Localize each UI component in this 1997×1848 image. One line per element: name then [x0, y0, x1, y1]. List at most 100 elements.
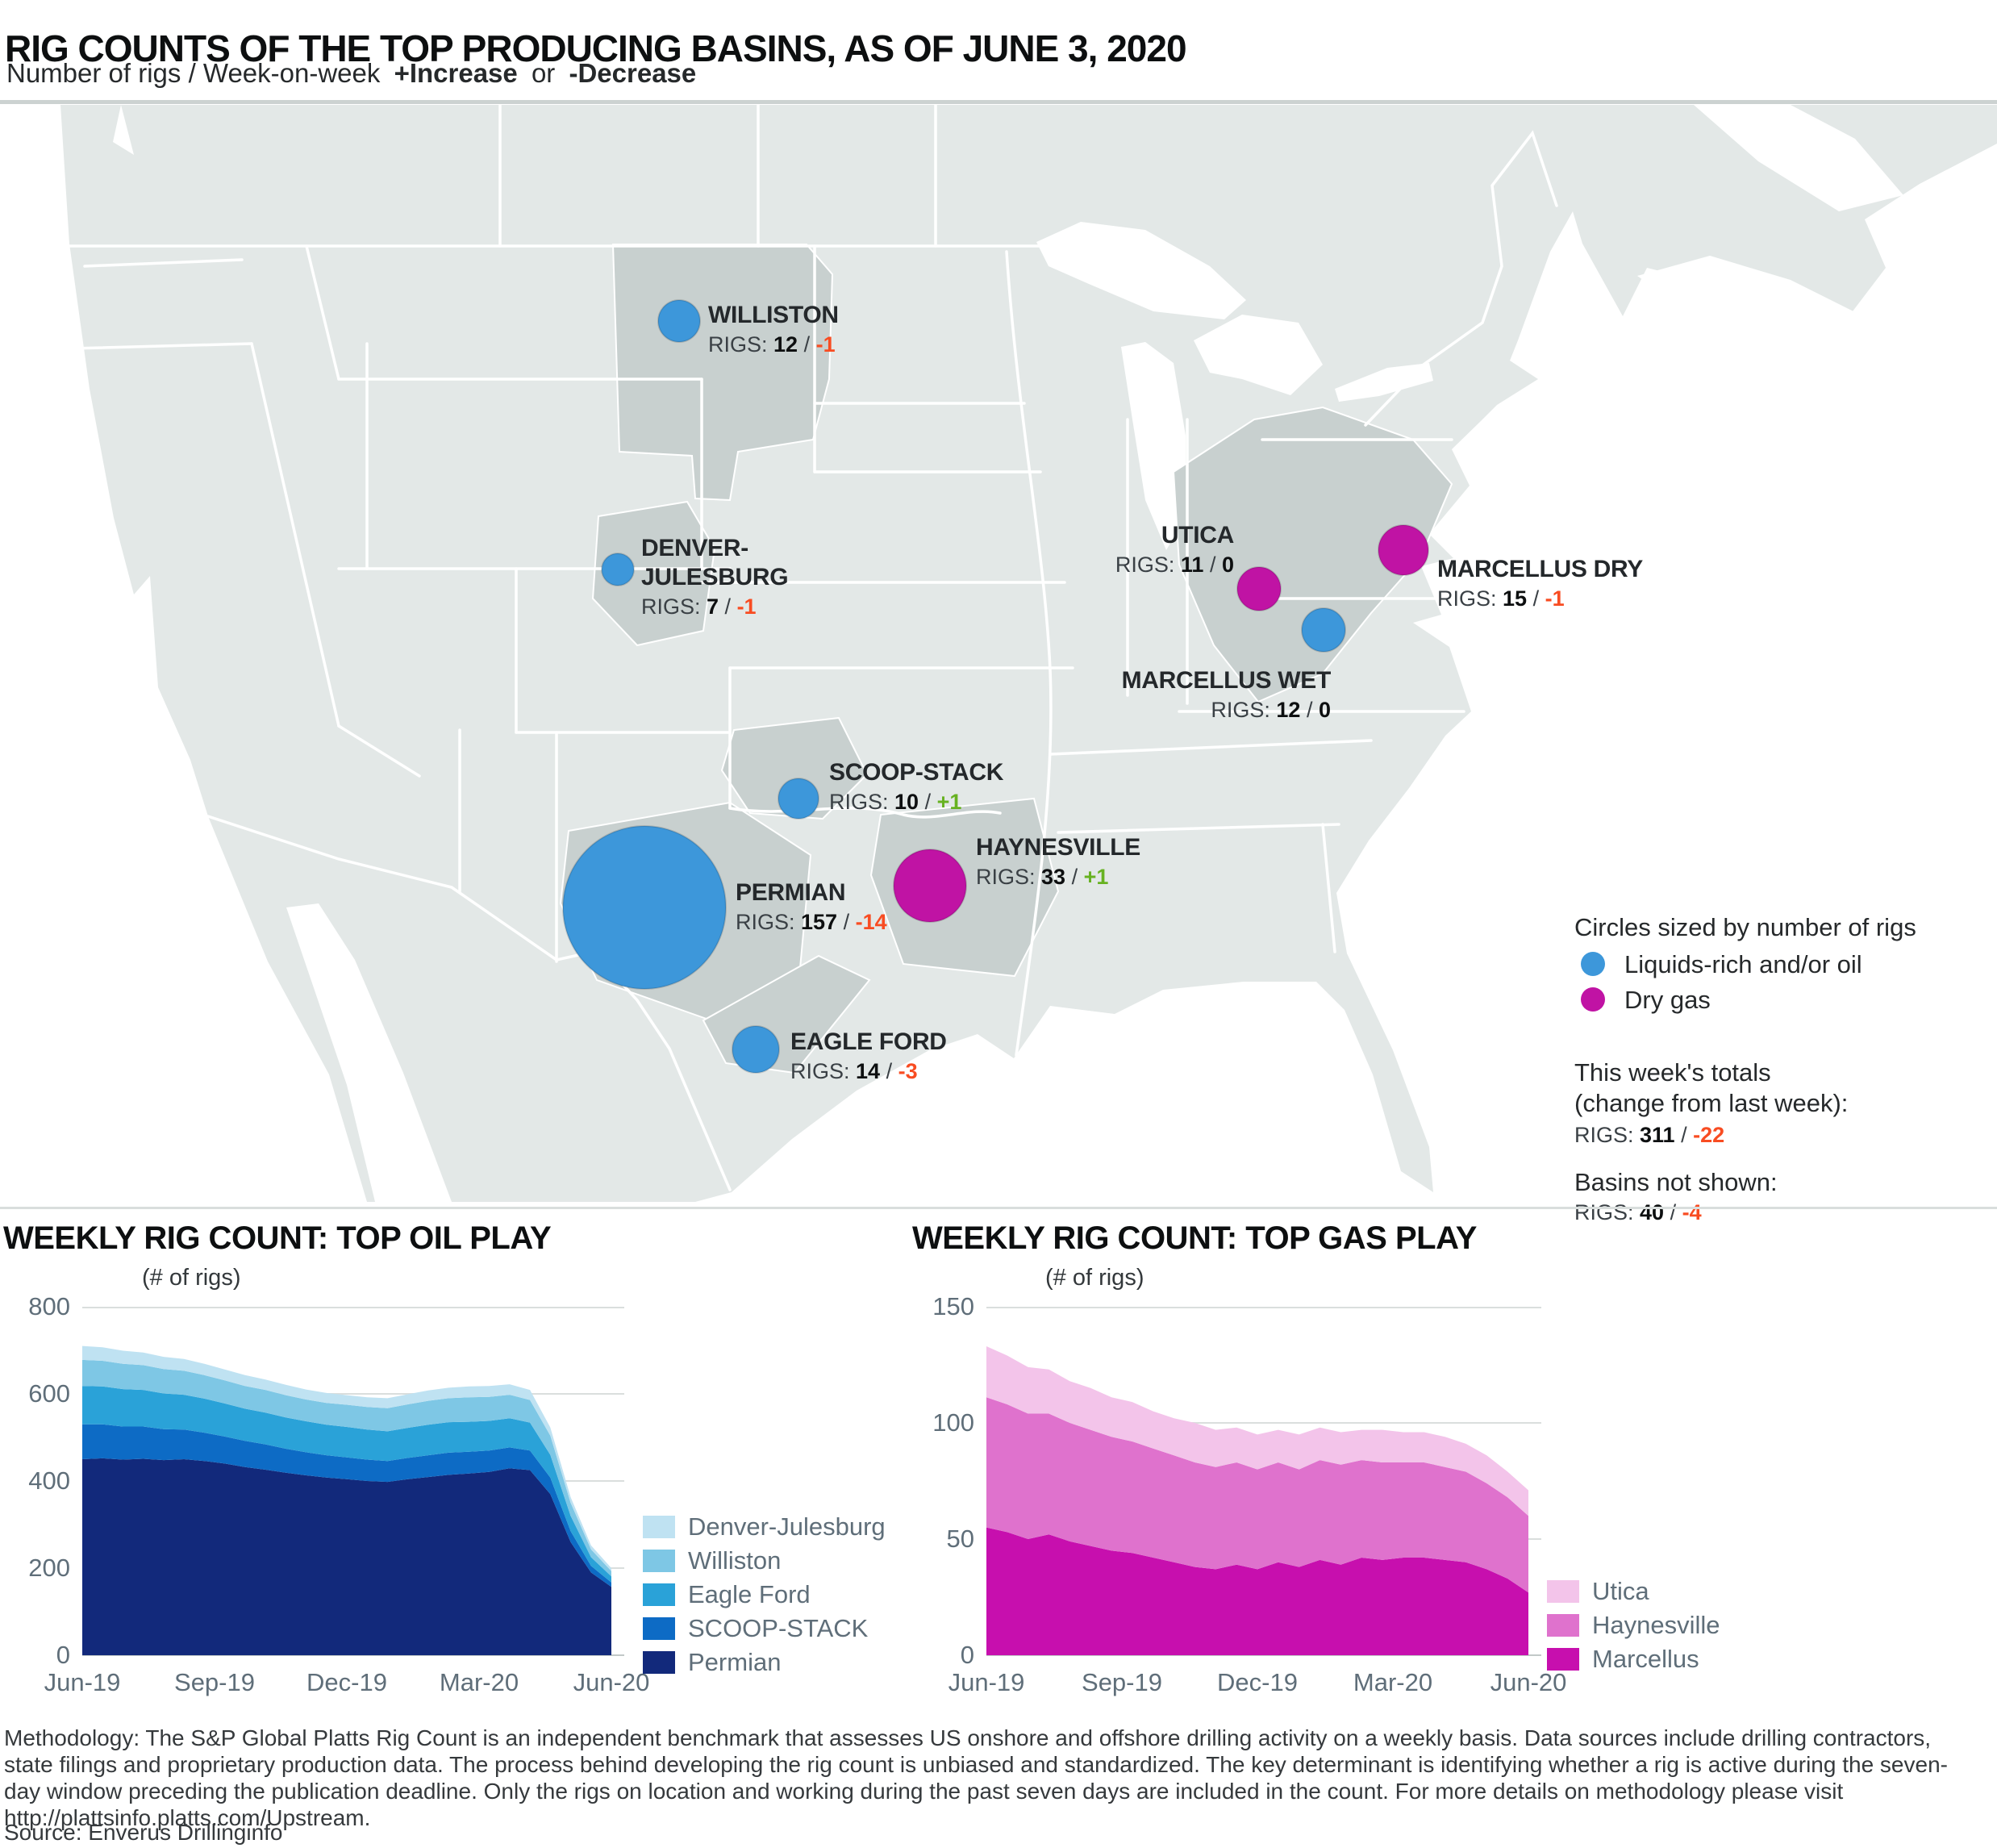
gas-chart-unit-label: (# of rigs)	[1045, 1265, 1144, 1291]
basin-circle-utica	[1236, 566, 1282, 611]
basin-name-scoop-stack: SCOOP-STACK	[829, 759, 1004, 786]
us-basin-map	[60, 105, 1997, 1202]
ytick-gas-150: 150	[932, 1292, 974, 1320]
basin-rigs-permian: RIGS: 157 / -14	[736, 910, 887, 934]
legend-swatch-williston	[643, 1550, 675, 1572]
legend-item: Permian	[643, 1646, 886, 1679]
xtick-oil-Jun-19: Jun-19	[44, 1668, 121, 1696]
subtitle-prefix: Number of rigs / Week-on-week	[6, 58, 381, 88]
oil-chart-unit-label: (# of rigs)	[142, 1265, 241, 1291]
gas-legend-dot	[1581, 987, 1605, 1012]
basin-rigs-utica: RIGS: 11 / 0	[1115, 553, 1234, 577]
legend-swatch-scoop-stack	[643, 1617, 675, 1640]
basin-rigs-marcellus-wet: RIGS: 12 / 0	[1211, 698, 1331, 722]
or-word: or	[531, 58, 556, 88]
legend-label: Eagle Ford	[688, 1580, 811, 1608]
decrease-key: -Decrease	[569, 58, 697, 88]
basin-rigs-haynesville: RIGS: 33 / +1	[976, 865, 1109, 889]
basin-rigs-scoop-stack: RIGS: 10 / +1	[829, 790, 962, 814]
source-text: Source: Enverus Drillinginfo	[4, 1820, 283, 1845]
methodology-text: Methodology: The S&P Global Platts Rig C…	[4, 1725, 1948, 1830]
basin-name-denver-julesburg: JULESBURG	[641, 564, 789, 590]
water-bodies	[113, 105, 1903, 1202]
gas-chart-plot	[986, 1307, 1541, 1656]
area-series-oil-scoop-stack	[82, 1424, 611, 1587]
basin-rigs-marcellus-dry: RIGS: 15 / -1	[1437, 586, 1565, 611]
legend-swatch-utica	[1547, 1580, 1579, 1603]
ytick-oil-400: 400	[28, 1466, 70, 1495]
ytick-oil-200: 200	[28, 1554, 70, 1582]
basin-name-utica: UTICA	[1161, 522, 1234, 549]
increase-key: +Increase	[394, 58, 518, 88]
basin-circle-marcellus-dry	[1378, 524, 1429, 576]
basin-labels-layer: WILLISTON RIGS: 12 / -1 DENVER- JULESBURG RI…	[641, 301, 1643, 1086]
totals-line2: (change from last week):	[1574, 1089, 1849, 1117]
xtick-gas-Jun-19: Jun-19	[948, 1668, 1025, 1696]
ytick-oil-600: 600	[28, 1379, 70, 1408]
basin-name-marcellus-wet: MARCELLUS WET	[1121, 667, 1332, 694]
basin-rigs-denver-julesburg: RIGS: 7 / -1	[641, 594, 757, 619]
basin-name-eagle-ford: EAGLE FORD	[790, 1028, 947, 1055]
basin-circle-denver-julesburg	[601, 553, 635, 586]
basin-circle-williston	[657, 299, 701, 343]
basin-name-williston: WILLISTON	[708, 302, 839, 328]
basin-label-williston: WILLISTON RIGS: 12 / -1	[708, 301, 839, 359]
basin-circles	[562, 299, 1429, 1074]
ytick-oil-800: 800	[28, 1292, 70, 1320]
legend-swatch-eagle-ford	[643, 1583, 675, 1606]
legend-label: Permian	[688, 1648, 782, 1676]
legend-swatch-marcellus	[1547, 1648, 1579, 1671]
legend-label: Utica	[1592, 1577, 1649, 1605]
legend-swatch-permian	[643, 1651, 675, 1674]
legend-swatch-haynesville	[1547, 1614, 1579, 1637]
basin-label-haynesville: HAYNESVILLE RIGS: 33 / +1	[976, 833, 1140, 891]
ytick-gas-100: 100	[932, 1408, 974, 1437]
basin-label-permian: PERMIAN RIGS: 157 / -14	[736, 878, 887, 937]
legend-item: Marcellus	[1547, 1642, 1720, 1676]
area-series-gas-haynesville	[986, 1397, 1528, 1593]
area-series-gas-utica	[986, 1346, 1528, 1516]
basin-circle-haynesville	[893, 849, 967, 923]
basin-name-permian: PERMIAN	[736, 879, 846, 906]
header-divider	[0, 100, 1997, 104]
gas-legend-label: Dry gas	[1624, 986, 1711, 1014]
legend-swatch-denver-julesburg	[643, 1516, 675, 1538]
legend-label: Williston	[688, 1546, 782, 1575]
basin-label-denver-julesburg: DENVER- JULESBURG RIGS: 7 / -1	[641, 534, 789, 621]
basin-name-marcellus-dry: MARCELLUS DRY	[1437, 556, 1643, 582]
basin-label-utica: UTICA RIGS: 11 / 0	[1115, 521, 1234, 579]
totals-line1: This week's totals	[1574, 1058, 1771, 1087]
area-series-oil-permian	[82, 1458, 611, 1655]
xtick-oil-Jun-20: Jun-20	[573, 1668, 650, 1696]
basin-circle-eagle-ford	[732, 1025, 780, 1074]
legend-label: SCOOP-STACK	[688, 1614, 869, 1642]
ytick-oil-0: 0	[56, 1641, 70, 1669]
basin-circle-marcellus-wet	[1301, 607, 1346, 653]
not-shown-rigs: RIGS: 40 / -4	[1574, 1200, 1702, 1224]
section-divider	[0, 1207, 1997, 1209]
legend-item: Denver-Julesburg	[643, 1510, 886, 1544]
not-shown-label: Basins not shown:	[1574, 1168, 1778, 1196]
legend-label: Denver-Julesburg	[688, 1512, 886, 1541]
basin-label-marcellus-dry: MARCELLUS DRY RIGS: 15 / -1	[1437, 555, 1643, 613]
page-title: RIG COUNTS OF THE TOP PRODUCING BASINS, …	[5, 27, 1187, 69]
basin-label-marcellus-wet: MARCELLUS WET RIGS: 12 / 0	[1121, 666, 1332, 724]
basin-circle-permian	[562, 825, 727, 990]
oil-legend-label: Liquids-rich and/or oil	[1624, 950, 1862, 978]
basin-circle-scoop-stack	[778, 778, 819, 820]
legend-label: Marcellus	[1592, 1645, 1699, 1673]
xtick-oil-Sep-19: Sep-19	[174, 1668, 255, 1696]
basin-label-eagle-ford: EAGLE FORD RIGS: 14 / -3	[790, 1028, 947, 1086]
oil-chart-plot	[82, 1307, 624, 1656]
legend-item: Haynesville	[1547, 1608, 1720, 1642]
totals-rigs: RIGS: 311 / -22	[1574, 1123, 1725, 1147]
gas-chart-title: WEEKLY RIG COUNT: TOP GAS PLAY	[912, 1220, 1477, 1256]
state-borders	[67, 105, 1558, 1191]
circle-size-legend-title: Circles sized by number of rigs	[1574, 913, 1916, 941]
subtitle: Number of rigs / Week-on-week +Increase …	[6, 58, 702, 89]
basin-name-denver-julesburg: DENVER-	[641, 535, 748, 561]
ytick-gas-0: 0	[960, 1641, 974, 1669]
basin-name-haynesville: HAYNESVILLE	[976, 834, 1140, 861]
legend-item: Williston	[643, 1544, 886, 1578]
